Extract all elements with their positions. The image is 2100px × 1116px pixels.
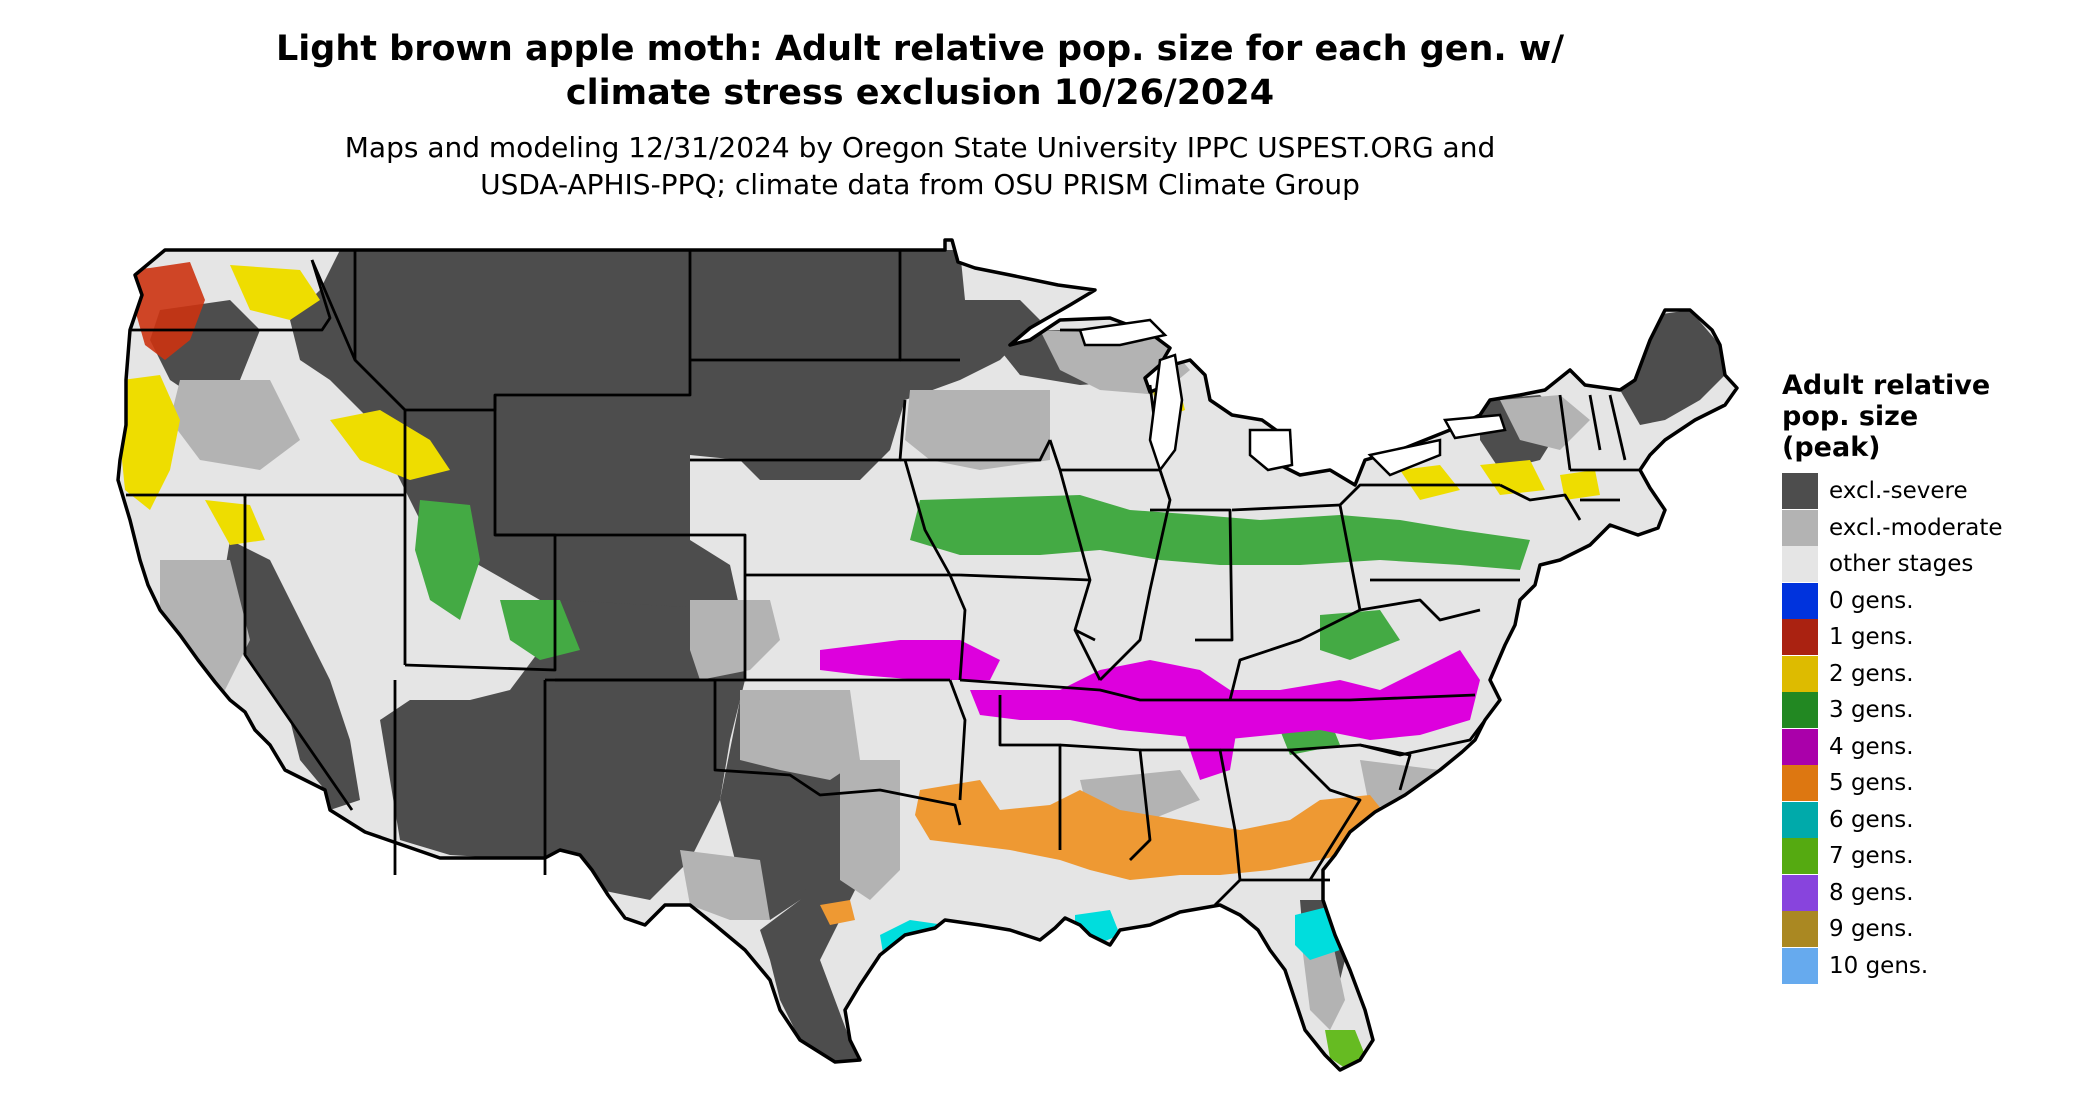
legend-label: excl.-moderate <box>1829 514 2003 541</box>
legend-label: 9 gens. <box>1829 916 1914 943</box>
legend-item: 4 gens. <box>1782 728 2082 766</box>
legend-swatch <box>1782 728 1818 765</box>
excl-moderate-regions <box>160 330 1590 1030</box>
legend-label: 3 gens. <box>1829 697 1914 724</box>
legend-label: 6 gens. <box>1829 806 1914 833</box>
legend-label: 0 gens. <box>1829 587 1914 614</box>
legend-title: Adult relative pop. size (peak) <box>1782 370 2082 463</box>
legend-item: 5 gens. <box>1782 765 2082 802</box>
legend-label: 8 gens. <box>1829 879 1914 906</box>
legend-swatch <box>1782 911 1818 948</box>
great-lakes <box>1078 318 1507 477</box>
legend-swatch <box>1782 619 1818 656</box>
legend-item: 7 gens. <box>1782 838 2082 875</box>
legend-title-line-2: pop. size <box>1782 401 1919 432</box>
legend-item: 6 gens. <box>1782 801 2082 839</box>
legend-label: 1 gens. <box>1829 624 1914 651</box>
legend-swatch <box>1782 838 1818 875</box>
legend-swatch <box>1782 546 1818 583</box>
legend-item: excl.-moderate <box>1782 509 2082 547</box>
legend-swatch <box>1782 582 1818 619</box>
legend-items: excl.-severe excl.-moderate other stages 0 … <box>1782 473 2082 984</box>
legend-swatch <box>1782 874 1818 911</box>
legend-swatch <box>1782 509 1818 546</box>
legend-label: 2 gens. <box>1829 660 1914 687</box>
legend-swatch <box>1782 692 1818 729</box>
gen-5-band <box>820 780 1390 925</box>
legend-label: other stages <box>1829 551 1974 578</box>
lake-huron <box>1248 428 1294 472</box>
map-title-line-2: climate stress exclusion 10/26/2024 <box>565 73 1275 113</box>
gen-3-band <box>415 495 1530 755</box>
legend-swatch <box>1782 765 1818 802</box>
legend-label: 4 gens. <box>1829 733 1914 760</box>
legend-item: other stages <box>1782 546 2082 583</box>
map-title-line-1: Light brown apple moth: Adult relative p… <box>275 29 1564 69</box>
legend-label: 5 gens. <box>1829 770 1914 797</box>
legend-swatch <box>1782 655 1818 692</box>
legend-swatch <box>1782 947 1818 984</box>
lake-superior <box>1078 318 1168 347</box>
legend-label: 7 gens. <box>1829 843 1914 870</box>
legend-item: 10 gens. <box>1782 947 2082 985</box>
legend-item: 2 gens. <box>1782 655 2082 693</box>
map-subtitle-line-2: USDA-APHIS-PPQ; climate data from OSU PR… <box>480 168 1360 201</box>
lake-erie <box>1367 438 1442 477</box>
legend: Adult relative pop. size (peak) excl.-se… <box>1782 370 2082 984</box>
legend-item: 9 gens. <box>1782 911 2082 948</box>
legend-item: 0 gens. <box>1782 582 2082 620</box>
legend-item: excl.-severe <box>1782 473 2082 510</box>
legend-swatch <box>1782 473 1818 510</box>
legend-item: 1 gens. <box>1782 619 2082 656</box>
legend-title-line-3: (peak) <box>1782 432 1881 463</box>
lake-ontario <box>1442 413 1507 440</box>
legend-label: 10 gens. <box>1829 952 1929 979</box>
legend-item: 8 gens. <box>1782 874 2082 912</box>
gen-1-band <box>128 262 205 360</box>
legend-swatch <box>1782 801 1818 838</box>
lake-michigan <box>1148 353 1184 473</box>
gen-7-band <box>1325 1030 1365 1068</box>
legend-title-line-1: Adult relative <box>1782 370 1991 401</box>
map-subtitle-line-1: Maps and modeling 12/31/2024 by Oregon S… <box>344 131 1496 164</box>
legend-item: 3 gens. <box>1782 692 2082 729</box>
legend-label: excl.-severe <box>1829 478 1968 505</box>
